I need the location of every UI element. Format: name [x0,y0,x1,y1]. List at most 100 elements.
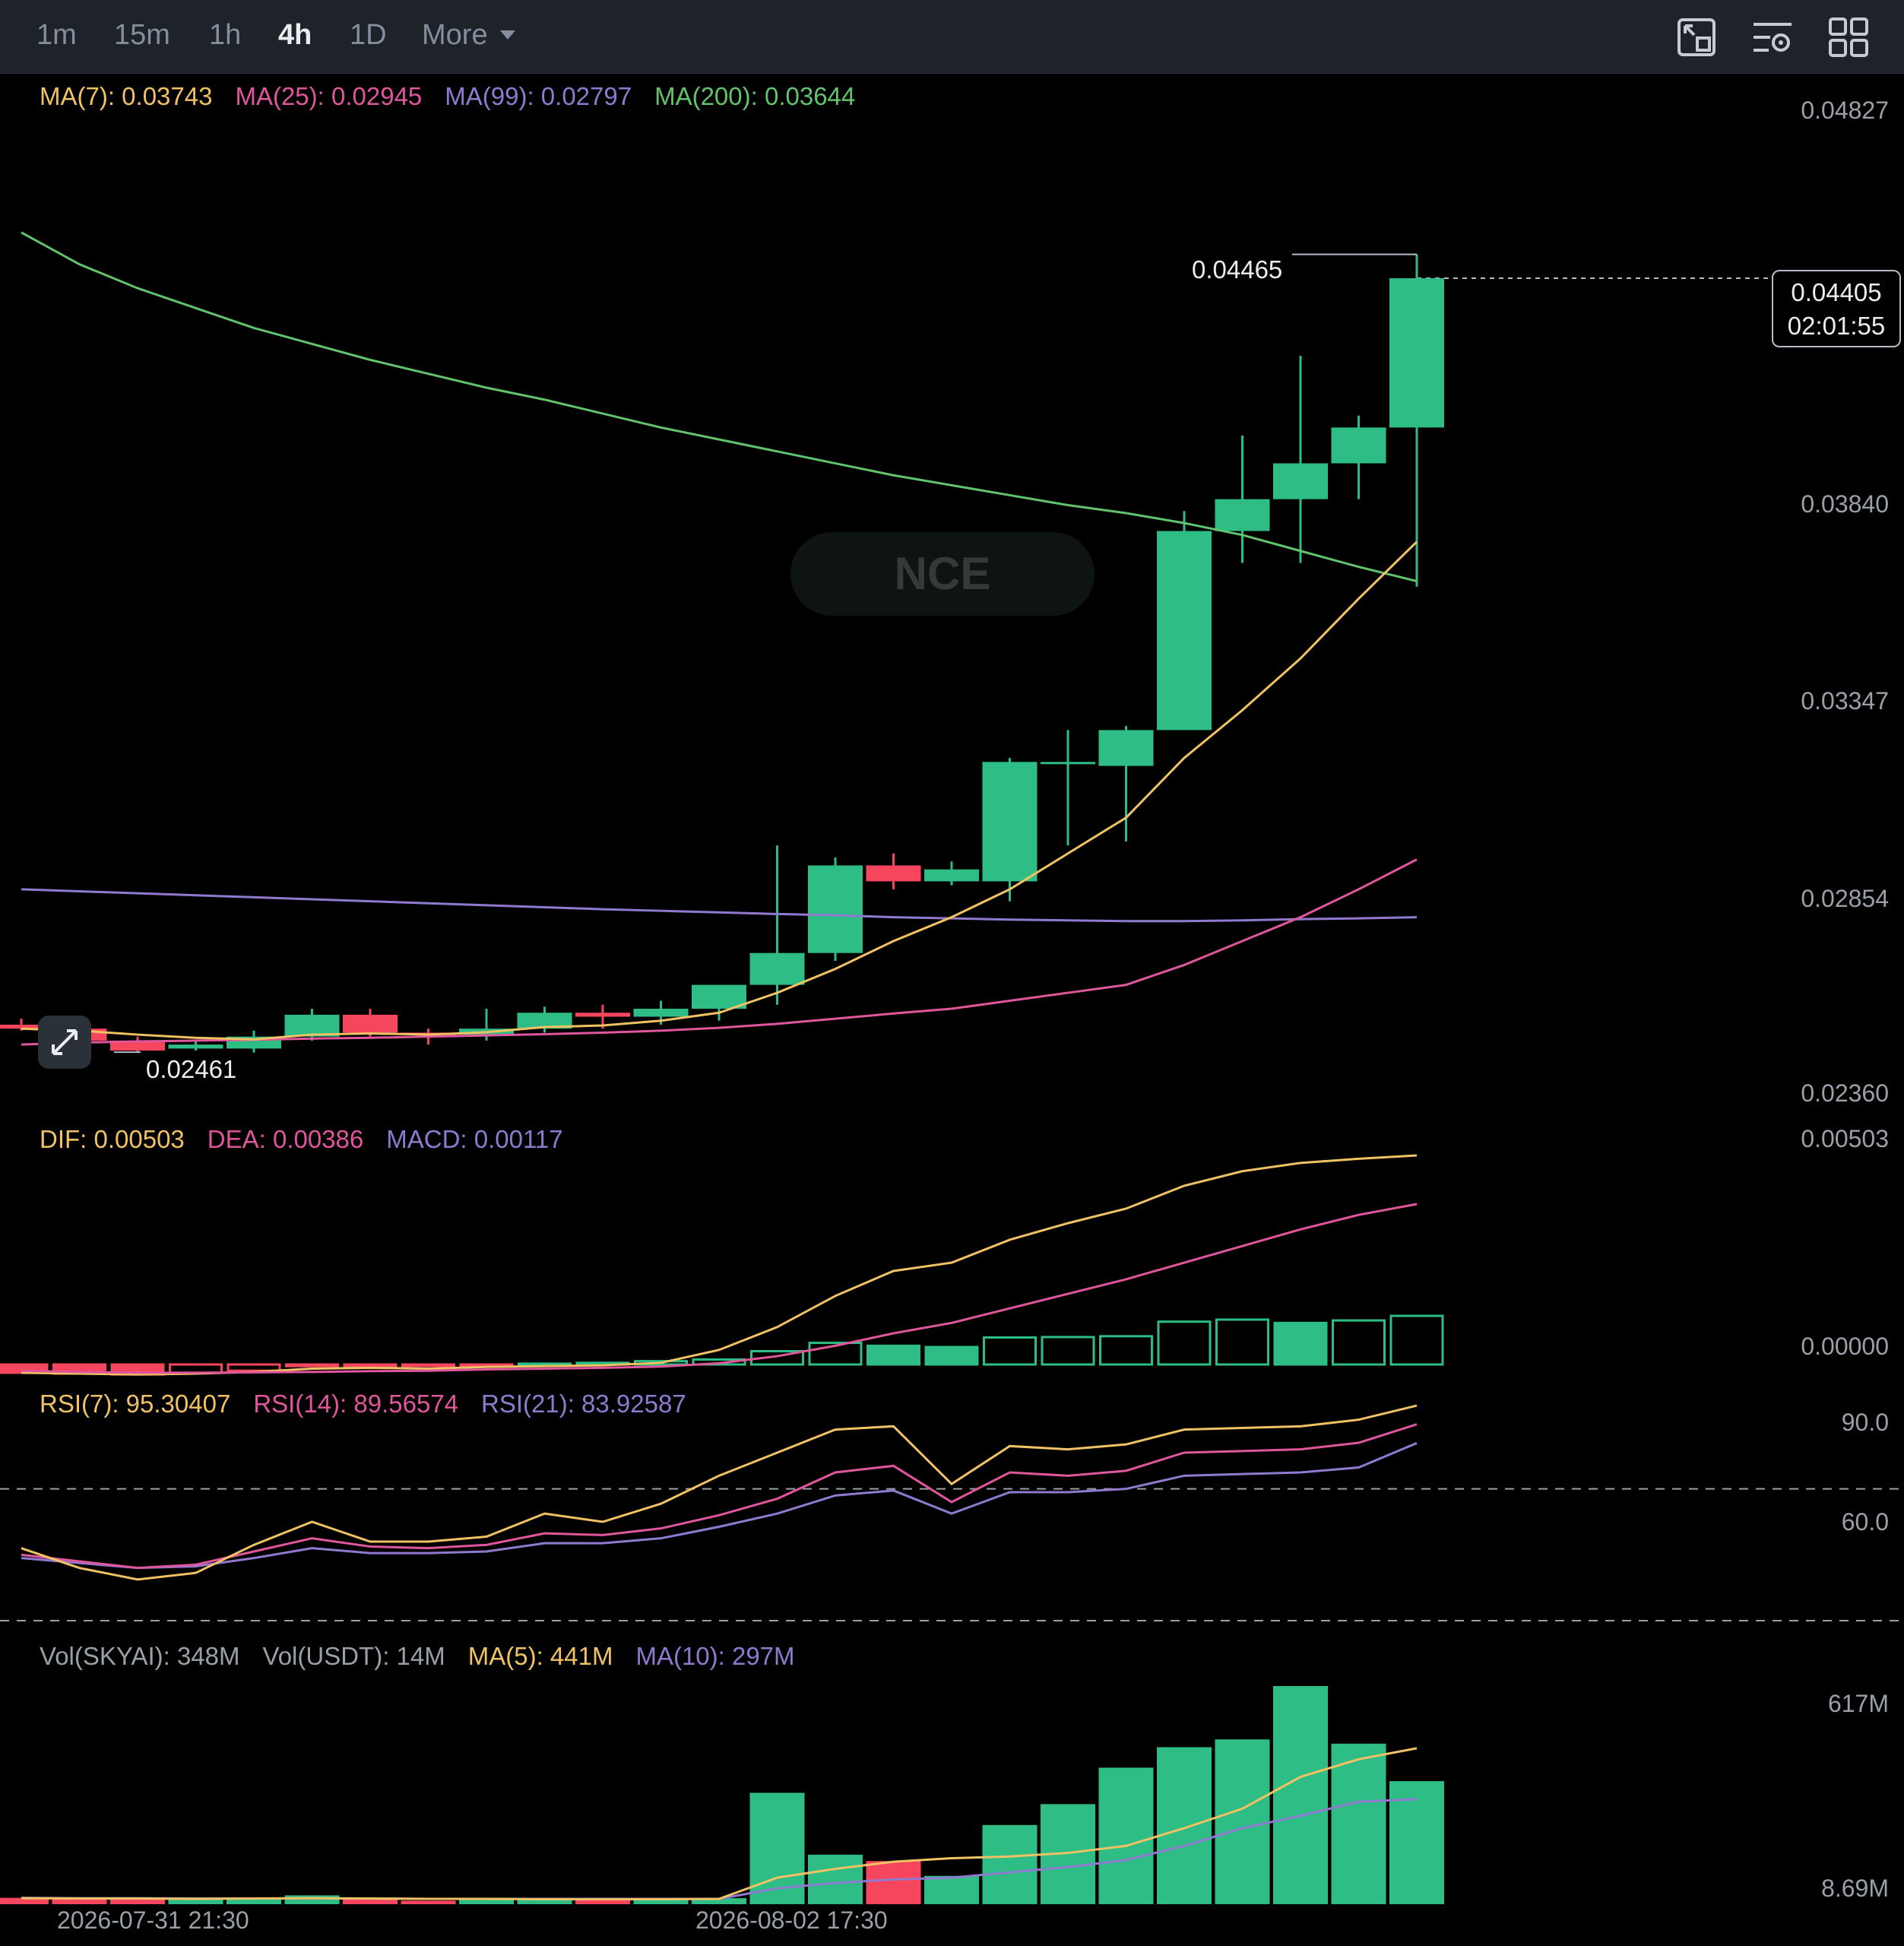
volume-bar [924,1875,979,1904]
volume-bar [401,1900,456,1904]
volume-bar [633,1898,689,1904]
high-price-label: 0.04465 [1192,255,1283,284]
timeframe-1d[interactable]: 1D [350,19,387,51]
macd-bar [1215,1318,1269,1366]
timeframe-1h[interactable]: 1h [209,19,242,51]
macd-bar [401,1363,455,1368]
macd-bar [866,1344,920,1366]
timeframe-4h[interactable]: 4h [278,19,312,51]
chevron-down-icon[interactable] [500,30,515,40]
current-price-tag: 0.04405 02:01:55 [1772,270,1901,347]
timeframe-more[interactable]: More [422,19,488,51]
volume-bar [227,1899,281,1904]
volume-ma5-line [21,1747,1418,1900]
volume-bar [343,1899,398,1904]
candle-up [517,1013,572,1029]
current-price: 0.04405 [1791,278,1882,306]
low-price-label: 0.02461 [146,1055,237,1083]
macd-bar [808,1342,863,1366]
ma99-legend: MA(99): 0.02797 [445,82,632,110]
volume-bar [575,1899,630,1904]
price-axis-label: 0.02854 [1801,885,1889,912]
price-axis-label: 0.04827 [1801,97,1889,124]
macd-bar [692,1358,746,1366]
expand-icon [52,1029,78,1055]
candle-up [168,1044,223,1049]
expand-button[interactable] [38,1016,91,1069]
volume-bar [517,1899,572,1904]
candle-up [1041,762,1095,765]
candle-down [110,1040,165,1051]
candle-countdown: 02:01:55 [1787,312,1886,340]
timeframe-15m[interactable]: 15m [114,19,170,51]
macd-bar [983,1336,1037,1366]
volume-bar [692,1898,746,1904]
macd-bar [1389,1314,1444,1366]
rsi-legend: RSI(7): 95.30407 RSI(14): 89.56574 RSI(21)… [40,1390,709,1418]
volume-bar [1215,1739,1270,1904]
macd-bar [750,1350,804,1366]
candle-up [633,1009,689,1017]
dea-line [21,1203,1418,1374]
ma25-legend: MA(25): 0.02945 [235,82,423,110]
volume-bar [808,1854,863,1904]
chart-settings-icon[interactable] [1750,15,1795,59]
volume-bar [1157,1747,1212,1904]
macd-bar [1273,1321,1328,1366]
rsi7-legend: RSI(7): 95.30407 [40,1390,231,1418]
candle-down [575,1013,630,1017]
rsi-axis-label: 90.0 [1841,1409,1889,1436]
rsi21-legend: RSI(21): 83.92587 [481,1390,686,1418]
macd-bar [343,1363,398,1368]
time-axis-label: 2026-08-02 17:30 [695,1906,888,1934]
ma200-legend: MA(200): 0.03644 [654,82,856,110]
ma200-line [21,231,1418,583]
candle-up [284,1014,340,1037]
candle-down [343,1014,398,1033]
price-axis-label: 0.02360 [1801,1079,1889,1107]
volume-axis-label: 8.69M [1821,1875,1889,1902]
volume-bar [1331,1743,1386,1904]
ma-legend: MA(7): 0.03743 MA(25): 0.02945 MA(99): 0.0… [40,82,878,111]
dea-legend: DEA: 0.00386 [207,1125,364,1153]
volume-bar [0,1897,49,1904]
candle-up [1331,427,1386,464]
volume-bar [459,1899,514,1904]
volume-bar [168,1899,223,1904]
candle-up [749,952,805,985]
layout-grid-icon[interactable] [1826,15,1871,59]
candle-up [1273,463,1328,499]
macd-bar [1157,1320,1212,1366]
candle-up [1389,278,1444,428]
macd-axis-label: 0.00000 [1801,1333,1889,1360]
volume-legend: Vol(SKYAI): 348M Vol(USDT): 14M MA(5): 441… [40,1642,818,1671]
vol-ma5-legend: MA(5): 441M [467,1642,613,1670]
macd-bar [227,1363,281,1372]
candle-up [924,869,979,882]
volume-bar [1273,1686,1328,1904]
candlestick-chart[interactable] [0,73,1904,1935]
ma7-legend: MA(7): 0.03743 [40,82,213,110]
macd-bar [1332,1319,1386,1366]
vol-quote-legend: Vol(USDT): 14M [262,1642,445,1670]
rsi7-line [21,1404,1418,1581]
timeframe-1m[interactable]: 1m [36,19,77,51]
ma99-line [21,888,1418,923]
rsi21-line [21,1442,1418,1570]
price-axis-label: 0.03840 [1801,490,1889,518]
rsi14-line [21,1423,1418,1570]
macd-bar [1041,1336,1095,1366]
volume-bar [284,1895,340,1904]
macd-bar [1099,1335,1153,1366]
volume-bar [982,1824,1038,1904]
volume-bar [110,1899,165,1904]
volume-bar [1098,1767,1154,1904]
vol-base-legend: Vol(SKYAI): 348M [40,1642,240,1670]
resize-icon[interactable] [1674,15,1719,59]
volume-bar [52,1898,107,1904]
candle-up [1215,499,1270,531]
time-axis-label: 2026-07-31 21:30 [57,1906,249,1934]
candle-up [692,984,746,1009]
candle-up [982,762,1038,882]
dif-legend: DIF: 0.00503 [40,1125,185,1153]
